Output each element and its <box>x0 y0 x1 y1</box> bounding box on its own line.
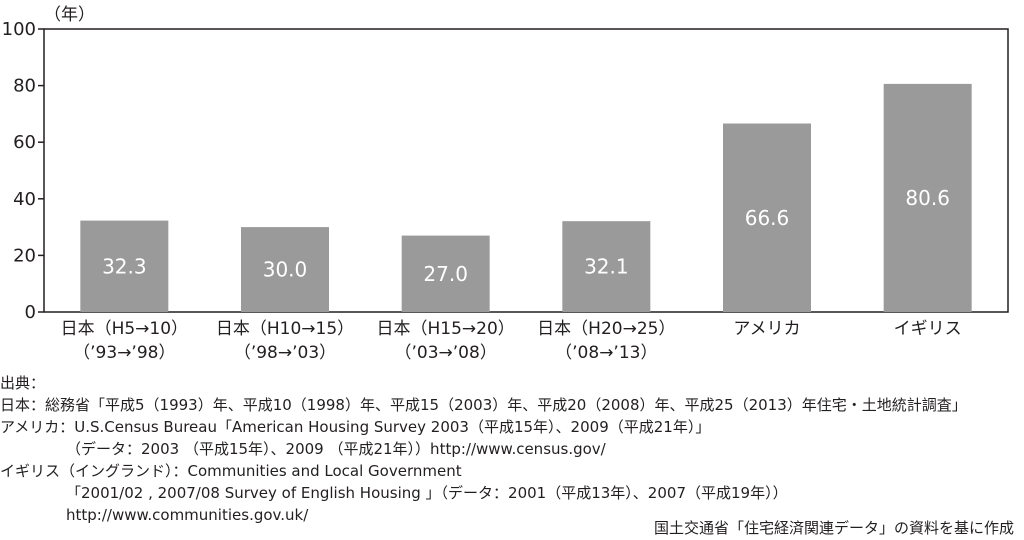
plot-frame <box>43 28 1009 313</box>
bar <box>562 221 651 312</box>
y-tick-label: 60 <box>13 132 36 153</box>
y-tick-label: 80 <box>13 76 36 97</box>
sources-block: 出典： 日本：総務省「平成5（1993）年、平成10（1998）年、平成15（2… <box>0 372 967 526</box>
bar-value-label: 80.6 <box>905 186 950 210</box>
y-tick-label: 20 <box>13 245 36 266</box>
bar-value-label: 27.0 <box>423 262 468 286</box>
x-category-label: （’03→’08） <box>395 343 497 363</box>
x-category-label: 日本（H10→15） <box>216 319 354 339</box>
x-category-label: アメリカ <box>733 319 800 339</box>
credit-note: 国土交通省「住宅経済関連データ」の資料を基に作成 <box>653 519 1014 537</box>
x-category-label: 日本（H5→10） <box>61 319 188 339</box>
bar-value-label: 66.6 <box>745 206 790 230</box>
bar <box>883 83 972 312</box>
source-usa-line2: （データ：2003 （平成15年）、2009 （平成21年））http://ww… <box>66 440 606 458</box>
x-category-label: 日本（H20→25） <box>537 319 675 339</box>
x-category-label: イギリス <box>894 319 962 339</box>
source-uk-line3: http://www.communities.gov.uk/ <box>66 506 309 524</box>
x-category-label: （’98→’03） <box>234 343 336 363</box>
bar-value-label: 32.1 <box>584 255 629 279</box>
bar-chart: （年） 0 20 40 60 80 100 32.3 30.0 27.0 32.1 66.6 80.… <box>2 5 1009 363</box>
y-tick-label: 100 <box>2 19 36 40</box>
y-tick-label: 0 <box>25 302 36 323</box>
y-tick-label: 40 <box>13 189 36 210</box>
bar <box>80 220 169 312</box>
source-uk-line2: 「2001/02 , 2007/08 Survey of English Hou… <box>66 484 788 502</box>
source-japan: 日本：総務省「平成5（1993）年、平成10（1998）年、平成15（2003）… <box>0 396 967 414</box>
sources-heading: 出典： <box>0 374 46 392</box>
x-category-label: （’93→’98） <box>73 343 175 363</box>
x-category-label: （’08→’13） <box>555 343 657 363</box>
source-uk-line1: イギリス（イングランド）：Communities and Local Gover… <box>0 462 462 480</box>
source-usa-line1: アメリカ：U.S.Census Bureau「American Housing … <box>0 418 711 436</box>
y-axis-unit: （年） <box>44 5 95 25</box>
bar <box>401 235 490 312</box>
x-category-label: 日本（H15→20） <box>377 319 515 339</box>
bar <box>241 227 329 312</box>
bar-value-label: 30.0 <box>263 258 308 282</box>
bar <box>723 123 811 312</box>
bar-value-label: 32.3 <box>102 254 147 278</box>
